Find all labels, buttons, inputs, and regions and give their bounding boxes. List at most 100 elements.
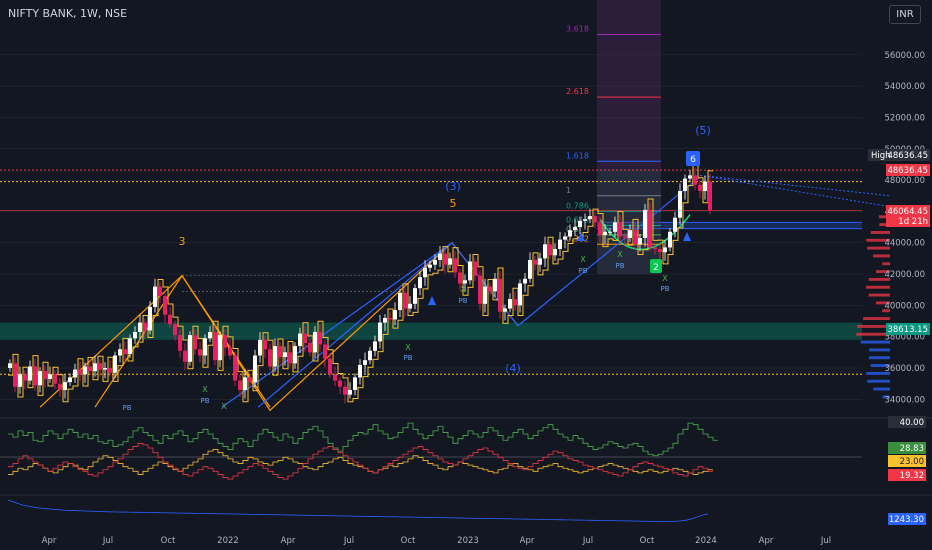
candle-body — [63, 382, 67, 390]
volume-profile-bar — [873, 254, 890, 257]
price-tick-label: 48000.00 — [884, 176, 925, 186]
volume-profile-bar — [882, 262, 890, 265]
candle-body — [178, 335, 182, 351]
x-marker: X — [221, 402, 227, 411]
candle-body — [468, 262, 472, 281]
price-tick-label: 42000.00 — [884, 270, 925, 280]
candle-body — [198, 349, 202, 355]
time-tick-label: Jul — [102, 536, 113, 546]
candle-body — [308, 343, 312, 352]
candle-body — [283, 352, 287, 357]
wave-label: (3) — [445, 180, 461, 193]
candle-body — [378, 323, 382, 342]
candle-body — [243, 377, 247, 390]
candle-body — [168, 315, 172, 324]
price-label-value: 38613.15 — [887, 325, 928, 335]
candle-body — [598, 222, 602, 235]
indicator-line — [8, 423, 718, 456]
volume-profile-bar — [873, 388, 890, 391]
fib-level-label: 3.618 — [566, 24, 589, 33]
candle-body — [473, 262, 477, 276]
candle-body — [363, 360, 367, 365]
candle-body — [708, 182, 712, 211]
candle-body — [113, 355, 117, 372]
fib-level-label: 0.786 — [566, 201, 589, 210]
candle-body — [143, 323, 147, 331]
candle-body — [288, 352, 292, 363]
candle-body — [88, 366, 92, 371]
candle-body — [43, 371, 47, 379]
candle-body — [643, 210, 647, 238]
candle-body — [343, 387, 347, 395]
candle-body — [408, 304, 412, 309]
time-tick-label: Jul — [343, 536, 354, 546]
highlight-zones — [0, 222, 862, 339]
time-tick-label: Oct — [161, 536, 176, 546]
volume-profile-bar — [863, 317, 890, 320]
indicator-label-value: 1243.30 — [889, 515, 924, 525]
x-marker: X — [580, 255, 586, 264]
candle-body — [548, 244, 552, 255]
candle-body — [118, 349, 122, 355]
candle-body — [508, 299, 512, 308]
candle-body — [18, 374, 22, 387]
candle-body — [273, 346, 277, 366]
candle-body — [238, 381, 242, 390]
pb-marker: PB — [122, 404, 131, 412]
candle-body — [158, 287, 162, 296]
candle-body — [133, 332, 137, 338]
wave-label: (5) — [695, 124, 711, 137]
candle-body — [428, 265, 432, 268]
price-tick-label: 40000.00 — [884, 301, 925, 311]
volume-indicator-pane — [8, 500, 708, 522]
candle-body — [333, 374, 337, 380]
candle-body — [518, 283, 522, 305]
candle-body — [383, 318, 387, 323]
indicator-label-value: 23.00 — [900, 457, 924, 467]
candle-body — [338, 381, 342, 387]
candle-body — [578, 221, 582, 227]
candle-body — [368, 351, 372, 360]
candle-body — [693, 175, 697, 184]
candle-body — [478, 276, 482, 304]
candle-body — [153, 287, 157, 307]
candle-body — [253, 355, 257, 382]
candle-body — [543, 244, 547, 258]
candle-body — [318, 332, 322, 345]
candle-body — [633, 230, 637, 244]
pb-marker: PB — [403, 354, 412, 362]
candle-body — [173, 324, 177, 335]
price-tick-label: 44000.00 — [884, 239, 925, 249]
candle-body — [448, 258, 452, 264]
time-tick-label: Apr — [42, 536, 57, 546]
volume-profile-bar — [866, 286, 890, 289]
candle-body — [393, 310, 397, 319]
projection-line — [700, 175, 890, 195]
candle-body — [523, 279, 527, 284]
candle-body — [183, 351, 187, 362]
price-label-value: 48636.45 — [887, 166, 928, 176]
candle-body — [28, 366, 32, 380]
candle-body — [683, 179, 687, 192]
candle-body — [398, 293, 402, 310]
candle-body — [653, 247, 657, 249]
time-axis: Apr Jul Oct 2022 Apr Jul Oct 2023 Apr Jul Oct 2024 A… — [42, 536, 831, 546]
indicator-line — [8, 443, 713, 479]
candle-body — [83, 366, 87, 374]
price-axis: 34000.00 36000.00 38000.00 40000.00 42000.00… — [884, 51, 925, 406]
candle-body — [613, 222, 617, 231]
candle-body — [563, 236, 567, 239]
candle-body — [558, 240, 562, 249]
candle-body — [203, 338, 207, 355]
wave-label: (4) — [505, 362, 521, 375]
candle-body — [588, 216, 592, 219]
candle-body — [553, 249, 557, 255]
candle-body — [233, 355, 237, 380]
x-marker: X — [662, 274, 668, 283]
candle-body — [148, 307, 152, 330]
candle-body — [528, 260, 532, 279]
volume-profile-bar — [867, 380, 890, 383]
candle-body — [453, 258, 457, 272]
time-tick-label: Jul — [820, 536, 831, 546]
